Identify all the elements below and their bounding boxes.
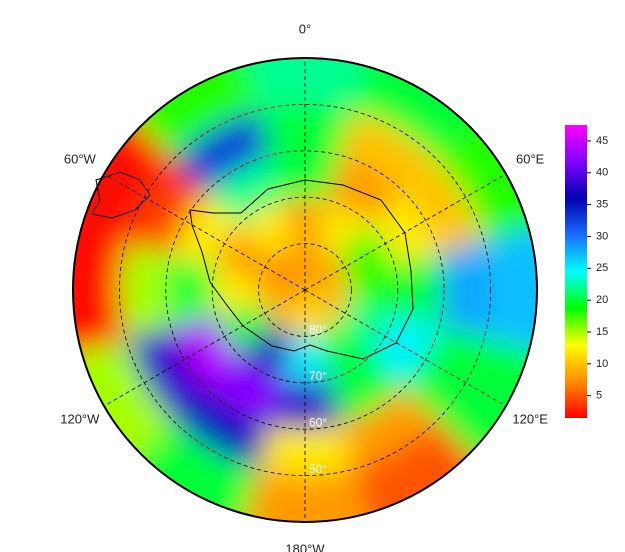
cell <box>118 240 172 340</box>
lon-label: 60°E <box>516 151 545 166</box>
colorbar-tick-label: 30 <box>596 230 608 242</box>
lat-label: 60° <box>309 415 327 429</box>
meridian <box>304 289 507 407</box>
meridian <box>103 289 306 407</box>
meridian <box>304 173 507 291</box>
south-america-coast <box>91 171 151 219</box>
cell <box>73 220 127 360</box>
cell <box>483 220 537 360</box>
colorbar-tick-label: 25 <box>596 262 608 274</box>
colorbar-tick-label: 45 <box>596 135 608 147</box>
colorbar-tick-label: 35 <box>596 199 608 211</box>
lon-label: 60°W <box>64 151 97 166</box>
lat-circle <box>165 150 445 430</box>
lon-label: 120°W <box>60 411 100 426</box>
lat-circle <box>258 243 352 337</box>
graticule <box>103 58 507 522</box>
lon-label: 120°E <box>512 411 548 426</box>
lat-label: 70° <box>309 369 327 383</box>
coastline <box>189 179 414 360</box>
labels: 80° 70° 60° 50° 0° 60°E 120°E 180°W 120°W 60°W 5 10… <box>60 21 608 552</box>
colorbar-tick-label: 40 <box>596 167 608 179</box>
lat-label: 50° <box>309 462 327 476</box>
lat-circle <box>118 103 492 477</box>
colorbar-tick-label: 20 <box>596 294 608 306</box>
lat-label: 80° <box>309 323 327 337</box>
colorbar-tick-label: 5 <box>596 390 602 402</box>
lon-label: 0° <box>299 21 311 36</box>
colorbar-tick-label: 10 <box>596 358 608 370</box>
colorbar-tick-label: 15 <box>596 326 608 338</box>
map-border <box>72 57 538 523</box>
lon-label: 180°W <box>285 541 325 552</box>
colorbar <box>565 125 587 418</box>
cell <box>438 240 492 340</box>
meridian <box>103 173 306 291</box>
